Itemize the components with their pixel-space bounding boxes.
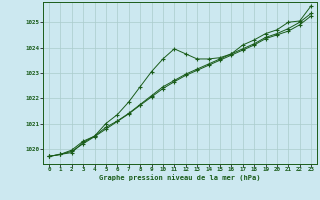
X-axis label: Graphe pression niveau de la mer (hPa): Graphe pression niveau de la mer (hPa) bbox=[99, 174, 261, 181]
